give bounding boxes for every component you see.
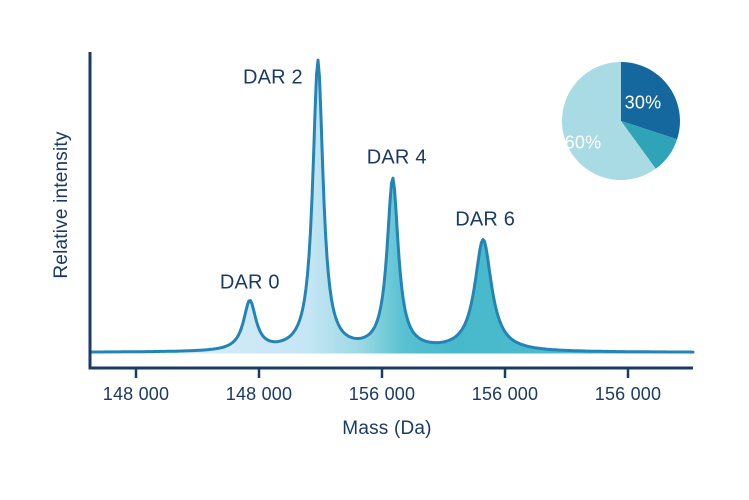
spectrum-curve — [88, 58, 695, 354]
x-tick-label: 148 000 — [102, 384, 170, 404]
y-axis-title: Relative intensity — [51, 131, 72, 279]
x-tick-label: 148 000 — [225, 384, 293, 404]
pie-slice-10pct — [621, 121, 678, 169]
x-tick-label: 156 000 — [594, 384, 662, 404]
pie-slice-30pct — [621, 62, 680, 140]
x-tick-label: 156 000 — [348, 384, 416, 404]
pie-slice-label-60pct: 60% — [564, 132, 602, 153]
x-axis-title: Mass (Da) — [342, 418, 432, 439]
x-axis-ticks — [134, 368, 630, 378]
peak-label-dar-6: DAR 6 — [455, 208, 516, 231]
pie-slice-60pct — [561, 61, 656, 180]
pie-slice-label-30pct: 30% — [624, 92, 662, 113]
peak-label-dar-4: DAR 4 — [366, 146, 427, 169]
peak-label-dar-0: DAR 0 — [219, 271, 280, 294]
peak-label-dar-2: DAR 2 — [242, 66, 303, 88]
spectrum-area-fill — [90, 60, 693, 354]
x-tick-label: 156 000 — [471, 384, 539, 404]
pie-chart — [561, 61, 680, 180]
